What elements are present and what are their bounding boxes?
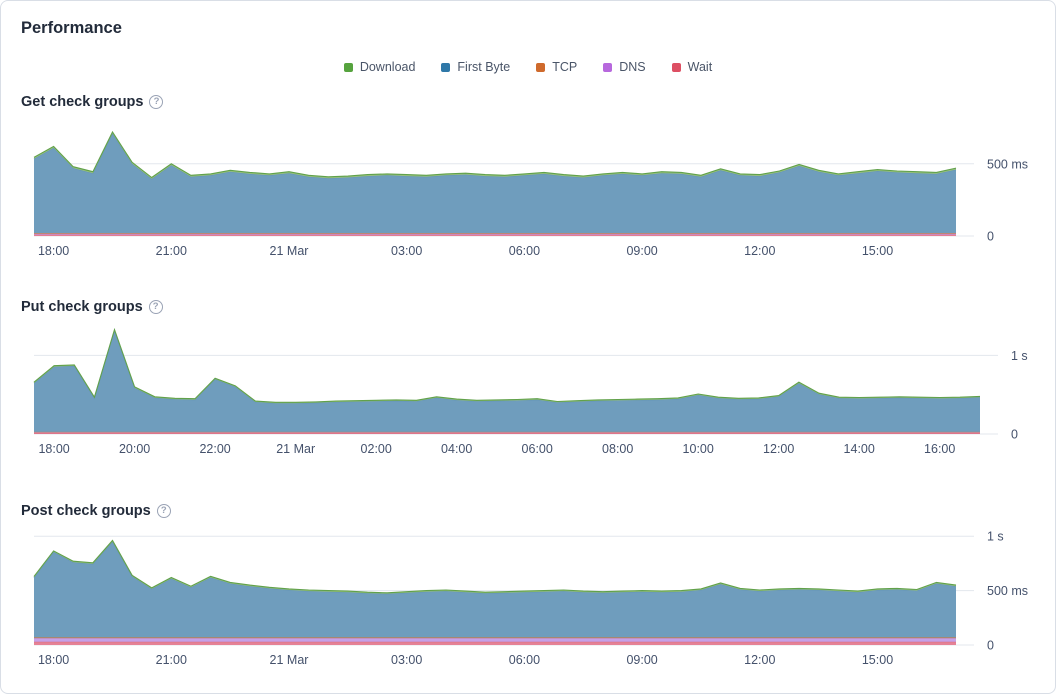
x-axis-label: 06:00	[522, 442, 553, 456]
x-axis-label: 03:00	[391, 653, 422, 667]
y-axis-label: 0	[1011, 428, 1018, 442]
get-check-groups-section: Get check groups ? 0 500 ms 18:00 21:00 21 M…	[21, 93, 1035, 262]
put-check-groups-chart[interactable]: 0 1 s 18:00 20:00 22:00 21 Mar 02:00 04:00 06:00…	[21, 318, 1037, 460]
series-line-download	[33, 327, 981, 403]
chart-title-get-check-groups: Get check groups	[21, 94, 144, 110]
legend-label: Wait	[687, 60, 713, 74]
chart-legend: Download First Byte TCP DNS Wait	[21, 60, 1035, 75]
legend-item-wait[interactable]: Wait	[671, 60, 713, 75]
series-area-dns	[34, 638, 956, 642]
series-area-first-byte	[34, 541, 956, 638]
series-line-download	[33, 130, 957, 179]
x-axis-label: 16:00	[924, 442, 955, 456]
x-axis-label: 09:00	[626, 653, 657, 667]
series-line-download	[33, 539, 957, 594]
dns-swatch-icon	[603, 63, 613, 72]
wait-swatch-icon	[671, 63, 681, 72]
series-area-first-byte	[34, 330, 980, 432]
x-axis-label: 06:00	[509, 244, 540, 258]
first-byte-swatch-icon	[441, 63, 451, 72]
x-axis-label: 21 Mar	[270, 244, 309, 258]
y-axis-label: 1 s	[987, 530, 1004, 544]
series-area-first-byte	[34, 133, 956, 234]
x-axis-label: 09:00	[626, 244, 657, 258]
x-axis-label: 15:00	[862, 244, 893, 258]
legend-label: DNS	[619, 60, 646, 74]
series-area-download	[34, 329, 980, 404]
help-icon[interactable]: ?	[156, 504, 171, 518]
x-axis-label: 20:00	[119, 442, 150, 456]
legend-label: First Byte	[457, 60, 511, 74]
y-axis-label: 500 ms	[987, 157, 1028, 171]
x-axis-label: 14:00	[844, 442, 875, 456]
put-check-groups-section: Put check groups ? 0 1 s 18:00 20:00 22:00 21…	[21, 298, 1035, 460]
chart-title-post-check-groups: Post check groups	[21, 503, 151, 519]
get-check-groups-chart[interactable]: 0 500 ms 18:00 21:00 21 Mar 03:00 06:00 09:00 12…	[21, 113, 1037, 262]
chart-title-put-check-groups: Put check groups	[21, 299, 143, 315]
page-title: Performance	[21, 19, 122, 37]
x-axis-label: 21 Mar	[276, 442, 315, 456]
y-axis-label: 0	[987, 639, 994, 653]
post-check-groups-chart[interactable]: 0 500 ms 1 s 18:00 21:00 21 Mar 03:00 06:00 09:0…	[21, 522, 1037, 671]
download-swatch-icon	[343, 63, 353, 72]
x-axis-label: 18:00	[38, 442, 69, 456]
legend-item-tcp[interactable]: TCP	[536, 60, 577, 75]
x-axis-label: 15:00	[862, 653, 893, 667]
legend-item-download[interactable]: Download	[343, 60, 416, 75]
x-axis-label: 08:00	[602, 442, 633, 456]
x-axis-label: 06:00	[509, 653, 540, 667]
y-axis-label: 0	[987, 230, 994, 244]
legend-item-dns[interactable]: DNS	[603, 60, 646, 75]
series-area-wait	[34, 641, 956, 645]
x-axis-label: 12:00	[744, 244, 775, 258]
y-axis-label: 1 s	[1011, 349, 1028, 363]
x-axis-label: 22:00	[199, 442, 230, 456]
x-axis-label: 21:00	[156, 653, 187, 667]
x-axis-label: 10:00	[683, 442, 714, 456]
series-line-first-byte	[33, 328, 981, 404]
x-axis-label: 02:00	[361, 442, 392, 456]
post-check-groups-section: Post check groups ? 0 500 ms 1 s 18:00 21:00…	[21, 502, 1035, 671]
x-axis-label: 03:00	[391, 244, 422, 258]
help-icon[interactable]: ?	[148, 300, 163, 314]
tcp-swatch-icon	[536, 63, 546, 72]
x-axis-label: 04:00	[441, 442, 472, 456]
legend-item-first-byte[interactable]: First Byte	[441, 60, 510, 75]
x-axis-label: 18:00	[38, 244, 69, 258]
help-icon[interactable]: ?	[149, 95, 164, 109]
x-axis-label: 12:00	[744, 653, 775, 667]
legend-label: TCP	[552, 60, 578, 74]
x-axis-label: 12:00	[763, 442, 794, 456]
x-axis-label: 18:00	[38, 653, 69, 667]
x-axis-label: 21 Mar	[270, 653, 309, 667]
x-axis-label: 21:00	[156, 244, 187, 258]
y-axis-label: 500 ms	[987, 584, 1028, 598]
legend-label: Download	[359, 60, 416, 74]
